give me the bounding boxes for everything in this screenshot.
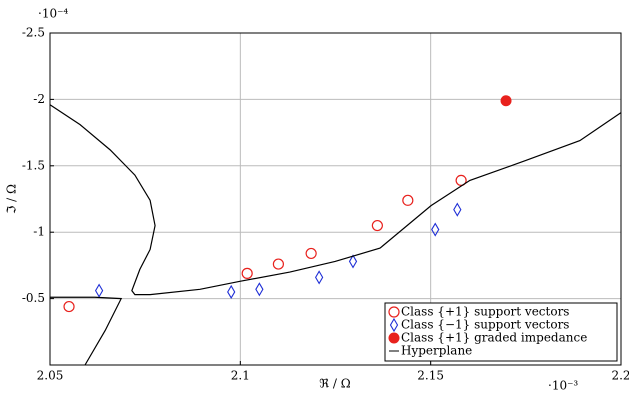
legend-label: Class {+1} support vectors [401, 305, 569, 319]
point [241, 267, 253, 279]
point [388, 332, 400, 344]
x-tick-label: 2.05 [37, 369, 64, 383]
x-tick-label: 2.1 [231, 369, 250, 383]
point [402, 194, 414, 206]
point [389, 317, 399, 333]
point [371, 219, 383, 232]
x-tick-label: 2.15 [417, 369, 444, 383]
point [305, 247, 317, 260]
x-tick-label: 2.2 [611, 369, 629, 383]
point [348, 254, 358, 269]
y-exponent: ·10⁻⁴ [38, 7, 68, 21]
point [272, 258, 284, 270]
point [227, 284, 236, 300]
legend-label: Hyperplane [401, 344, 472, 358]
point [431, 222, 440, 237]
legend-label: Class {−1} support vectors [401, 318, 569, 332]
x-axis-label: ℜ / Ω [319, 377, 350, 391]
x-exponent: ·10⁻³ [548, 379, 578, 393]
point [388, 306, 400, 318]
y-tick-label: -1 [33, 225, 45, 239]
y-tick-label: -2.5 [22, 26, 45, 40]
y-axis-label: ℑ / Ω [5, 184, 19, 214]
y-tick-label: -2 [33, 92, 45, 106]
point [94, 283, 104, 298]
hyperplane [49, 104, 622, 366]
point [453, 202, 462, 217]
point [500, 95, 512, 107]
y-tick-label: -0.5 [22, 291, 45, 305]
y-tick-label: -1.5 [22, 158, 45, 172]
point [314, 270, 324, 285]
legend-label: Class {+1} graded impedance [401, 331, 587, 345]
legend-box [384, 302, 618, 362]
plot-frame [49, 32, 622, 366]
point [63, 300, 75, 313]
point [255, 282, 264, 297]
